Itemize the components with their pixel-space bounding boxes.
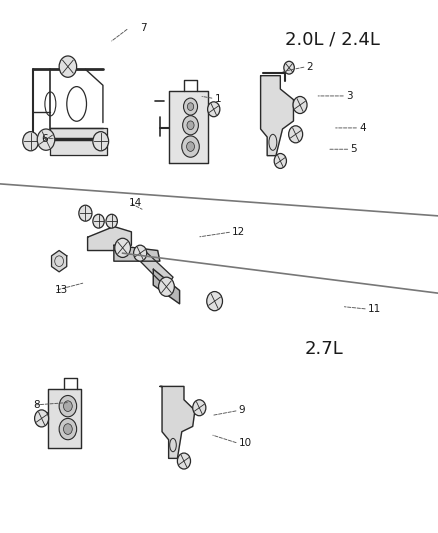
Circle shape	[289, 126, 303, 143]
Circle shape	[64, 401, 72, 411]
Circle shape	[23, 132, 39, 151]
Circle shape	[115, 238, 131, 257]
Circle shape	[106, 214, 117, 228]
Circle shape	[187, 103, 194, 110]
Text: 13: 13	[55, 286, 68, 295]
Text: 4: 4	[359, 123, 366, 133]
Polygon shape	[261, 76, 293, 156]
Circle shape	[37, 129, 55, 150]
Circle shape	[208, 102, 220, 117]
Circle shape	[182, 136, 199, 157]
Polygon shape	[50, 128, 107, 155]
Circle shape	[59, 56, 77, 77]
Polygon shape	[114, 245, 160, 261]
Text: 3: 3	[346, 91, 353, 101]
Circle shape	[59, 395, 77, 417]
Circle shape	[284, 61, 294, 74]
Circle shape	[207, 292, 223, 311]
Text: 8: 8	[33, 400, 39, 410]
Circle shape	[193, 400, 206, 416]
Polygon shape	[153, 269, 180, 304]
Circle shape	[93, 132, 109, 151]
Text: 6: 6	[42, 134, 48, 143]
Circle shape	[134, 245, 147, 261]
Circle shape	[64, 424, 72, 434]
Polygon shape	[52, 251, 67, 272]
Polygon shape	[48, 389, 81, 448]
Circle shape	[274, 154, 286, 168]
Text: 2.7L: 2.7L	[305, 340, 343, 358]
Circle shape	[59, 418, 77, 440]
Circle shape	[183, 116, 198, 135]
Text: 11: 11	[368, 304, 381, 314]
Polygon shape	[140, 251, 173, 288]
Text: 10: 10	[239, 439, 252, 448]
Text: 1: 1	[215, 94, 221, 103]
Text: 9: 9	[239, 406, 245, 415]
Text: 14: 14	[129, 198, 142, 207]
Circle shape	[35, 410, 49, 427]
Polygon shape	[88, 227, 131, 251]
Text: 2.0L / 2.4L: 2.0L / 2.4L	[286, 31, 380, 49]
Circle shape	[293, 96, 307, 114]
Circle shape	[159, 277, 174, 296]
Text: 5: 5	[350, 144, 357, 154]
Text: 2: 2	[307, 62, 313, 71]
Polygon shape	[169, 91, 208, 163]
Circle shape	[79, 205, 92, 221]
Polygon shape	[160, 386, 195, 458]
Circle shape	[187, 121, 194, 130]
Circle shape	[187, 142, 194, 151]
Circle shape	[184, 98, 198, 115]
Text: 12: 12	[232, 227, 245, 237]
Circle shape	[93, 214, 104, 228]
Circle shape	[177, 453, 191, 469]
Text: 7: 7	[140, 23, 147, 33]
